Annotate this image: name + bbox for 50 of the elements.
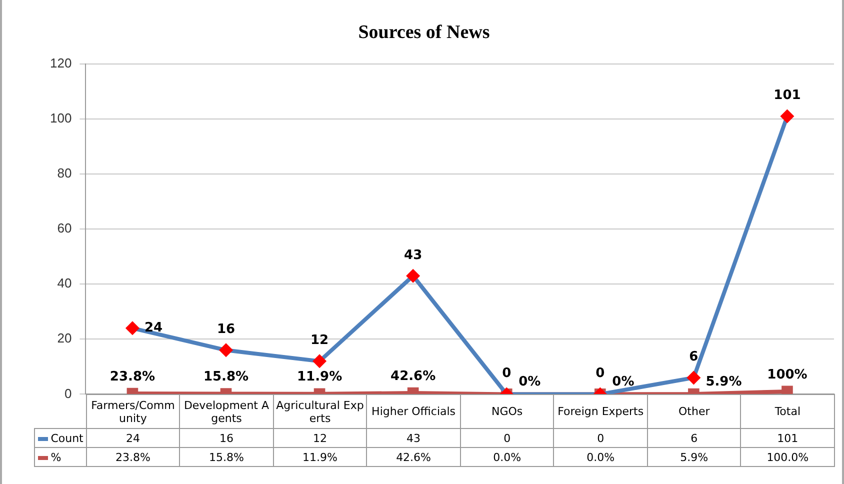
data-label: 23.8% xyxy=(110,369,156,384)
y-tick-label: 20 xyxy=(57,330,72,346)
data-label: 0% xyxy=(612,374,634,390)
text: 100.0% xyxy=(740,448,834,467)
text: 43 xyxy=(366,428,460,448)
data-label: 12 xyxy=(310,333,329,348)
x-tick-label: Higher Officials xyxy=(366,394,460,429)
x-tick-label: Development Agents xyxy=(180,394,274,429)
y-tick-label: 60 xyxy=(57,220,72,236)
y-tick-label: 0 xyxy=(64,386,72,401)
x-tick-label: Farmers/Community xyxy=(86,394,180,429)
text: 12 xyxy=(273,428,367,448)
data-label: 0% xyxy=(518,374,541,390)
data-label: 0 xyxy=(596,366,605,382)
data-label: 24 xyxy=(144,320,163,336)
text: 15.8% xyxy=(180,448,274,467)
data-label: 100% xyxy=(767,367,808,382)
x-tick-label: Foreign Experts xyxy=(554,394,648,429)
data-label: 0 xyxy=(502,366,512,382)
text: 0.0% xyxy=(554,448,648,467)
x-tick-label: Total xyxy=(740,394,834,429)
legend-label: % xyxy=(50,450,62,464)
text: 0 xyxy=(460,428,554,448)
text: 23.8% xyxy=(86,448,180,467)
chart-title: Sources of News xyxy=(357,22,491,44)
text: 24 xyxy=(86,428,180,448)
x-tick-label: Agricultural Experts xyxy=(273,394,367,429)
data-label: 101 xyxy=(774,88,801,104)
y-tick-label: 100 xyxy=(50,110,72,126)
text: 6 xyxy=(647,428,741,448)
text: 16 xyxy=(180,428,274,448)
y-tick-label: 80 xyxy=(57,166,72,181)
data-label: 43 xyxy=(404,248,422,263)
text: 0 xyxy=(554,428,648,448)
x-tick-label: Other xyxy=(647,394,741,429)
text: 0.0% xyxy=(460,448,554,467)
data-label: 15.8% xyxy=(203,370,249,385)
data-label: 6 xyxy=(689,350,698,365)
data-label: 16 xyxy=(216,322,236,338)
text: 42.6% xyxy=(366,448,460,467)
data-label: 42.6% xyxy=(390,368,436,384)
data-label: 5.9% xyxy=(706,374,742,390)
x-tick-label: NGOs xyxy=(460,394,554,429)
text: 5.9% xyxy=(647,448,741,467)
data-label: 11.9% xyxy=(296,370,342,385)
legend-label: Count xyxy=(50,432,84,445)
text: 11.9% xyxy=(273,448,367,467)
y-tick-label: 120 xyxy=(50,56,72,71)
text: 101 xyxy=(740,428,834,448)
y-tick-label: 40 xyxy=(57,276,72,291)
